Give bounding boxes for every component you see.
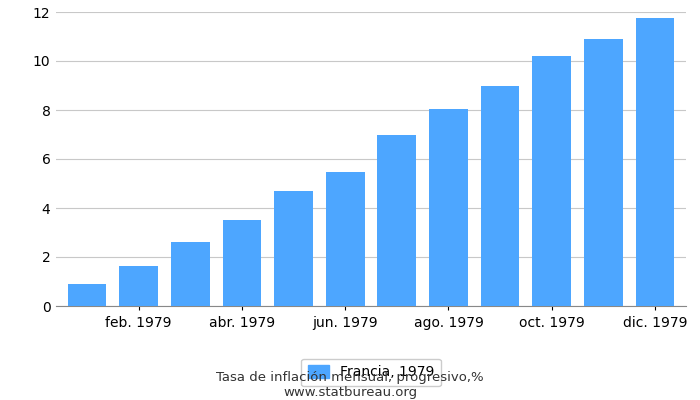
Bar [223, 220, 261, 306]
Bar [68, 284, 106, 306]
Bar [481, 86, 519, 306]
Bar [377, 134, 416, 306]
Bar [533, 56, 571, 306]
Legend: Francia, 1979: Francia, 1979 [301, 358, 441, 386]
Text: www.statbureau.org: www.statbureau.org [283, 386, 417, 399]
Bar [636, 18, 674, 306]
Bar [584, 39, 623, 306]
Text: Tasa de inflación mensual, progresivo,%: Tasa de inflación mensual, progresivo,% [216, 372, 484, 384]
Bar [171, 242, 209, 306]
Bar [429, 109, 468, 306]
Bar [119, 266, 158, 306]
Bar [326, 172, 365, 306]
Bar [274, 191, 313, 306]
